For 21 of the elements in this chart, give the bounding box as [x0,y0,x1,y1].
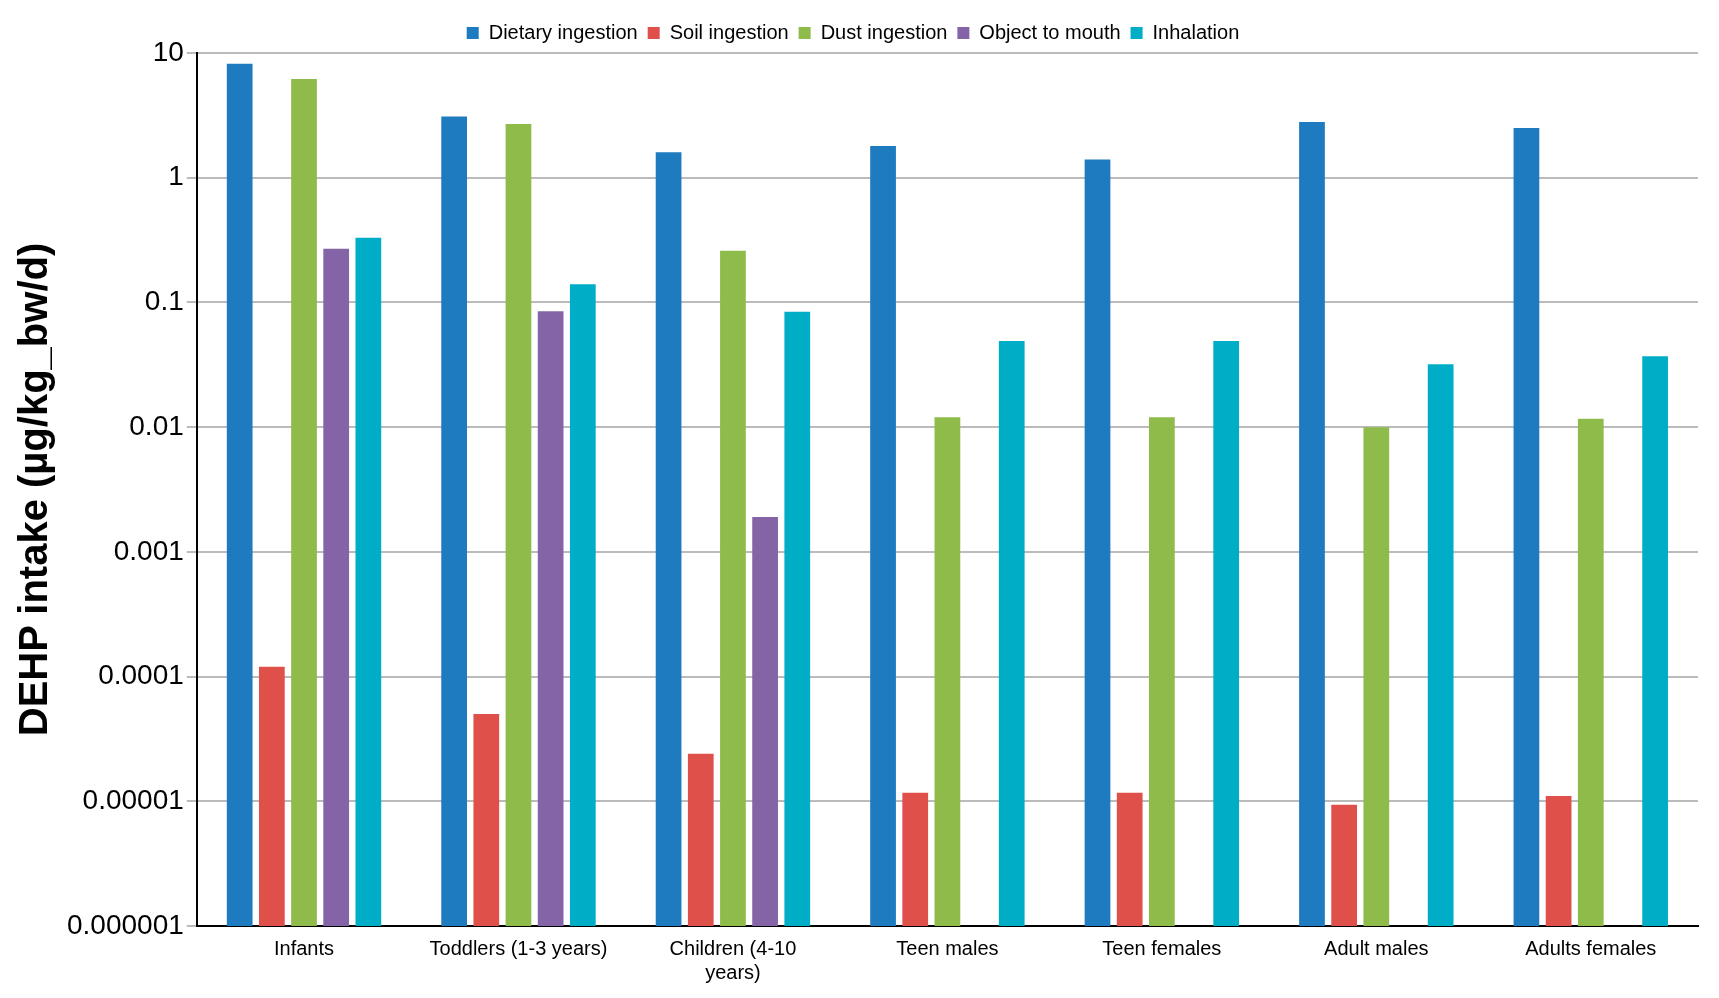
x-tick-label: Children (4-10 years) [669,936,797,983]
x-tick-label: Adults females [1525,936,1657,959]
x-tick-label: Teen males [896,936,999,959]
legend-label: Soil ingestion [669,20,789,43]
x-tick-label: Infants [273,936,335,959]
legend-label: Object to mouth [979,20,1121,43]
x-tick-label: Toddlers (1-3 years) [429,936,608,959]
legend-label: Inhalation [1152,20,1240,43]
x-tick-label: Adult males [1324,936,1429,959]
y-tick-label: 0.000001 [66,908,184,940]
legend-label: Dietary ingestion [488,20,638,43]
y-axis-title: DEHP intake (µg/kg_bw/d) [11,242,56,737]
y-tick-label: 0.001 [113,534,184,566]
legend-label: Dust ingestion [820,20,948,43]
y-tick-label: 10 [152,35,184,67]
y-tick-label: 0.01 [129,409,184,441]
y-tick-label: 1 [168,160,184,192]
y-tick-label: 0.0001 [98,659,184,691]
y-tick-label: 0.00001 [82,784,184,815]
x-tick-label: Teen females [1102,936,1222,959]
y-tick-label: 0.1 [144,285,184,317]
